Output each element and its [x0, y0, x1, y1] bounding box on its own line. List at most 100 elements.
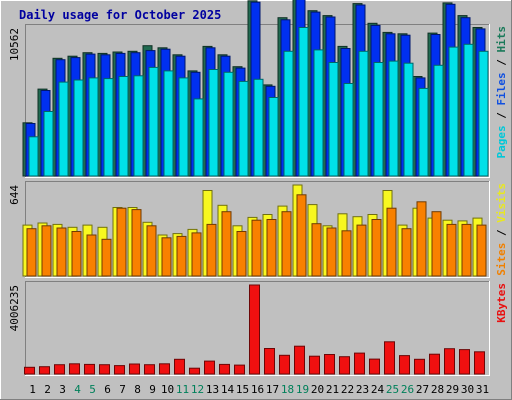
bar-kbytes-day-7: [114, 365, 125, 375]
x-tick-label-day-4: 4: [74, 383, 81, 396]
bar-sites-day-24: [371, 219, 382, 277]
x-tick-label-day-9: 9: [149, 383, 156, 396]
bar-pages-day-28: [433, 64, 444, 177]
x-tick-label-day-16: 16: [251, 383, 264, 396]
legend-entry-pages: Pages: [495, 125, 508, 158]
bar-kbytes-day-17: [264, 348, 275, 375]
bar-pages-day-20: [313, 49, 324, 177]
legend-separator: /: [495, 223, 508, 243]
x-tick-label-day-13: 13: [206, 383, 219, 396]
legend-entry-sites: Sites: [495, 243, 508, 276]
bar-sites-day-14: [221, 211, 232, 277]
x-tick-label-day-17: 17: [266, 383, 279, 396]
x-tick-label-day-10: 10: [161, 383, 174, 396]
bar-sites-day-16: [251, 219, 262, 277]
bar-sites-day-20: [311, 223, 322, 277]
bar-pages-day-18: [283, 50, 294, 177]
series-kbytes: [24, 284, 485, 375]
legend-entry-hits: Hits: [495, 26, 508, 53]
x-tick-label-day-3: 3: [59, 383, 66, 396]
x-tick-label-day-7: 7: [119, 383, 126, 396]
x-tick-label-day-6: 6: [104, 383, 111, 396]
panel-legend: Sites / Visits: [495, 183, 508, 276]
chart-title: Daily usage for October 2025: [19, 8, 221, 22]
bar-sites-day-29: [446, 223, 457, 277]
panel-max-label: 4006235: [8, 285, 21, 331]
panel-max-label: 644: [8, 185, 21, 205]
bar-pages-day-12: [193, 98, 204, 177]
x-tick-label-day-8: 8: [134, 383, 141, 396]
bar-sites-day-25: [386, 207, 397, 277]
bar-pages-day-5: [88, 77, 99, 177]
legend-entry-visits: Visits: [495, 183, 508, 223]
bar-pages-day-7: [118, 76, 129, 177]
panel-legend: KBytes: [495, 283, 508, 323]
x-tick-label-day-14: 14: [221, 383, 235, 396]
bar-sites-day-8: [131, 209, 142, 277]
bar-sites-day-19: [296, 194, 307, 277]
bar-sites-day-18: [281, 211, 292, 277]
legend-separator: /: [495, 106, 508, 126]
bar-kbytes-day-30: [459, 349, 470, 375]
x-tick-label-day-1: 1: [29, 383, 36, 396]
bar-sites-day-9: [146, 225, 157, 277]
bar-pages-day-6: [103, 78, 114, 177]
bar-sites-day-11: [176, 235, 187, 277]
bar-sites-day-17: [266, 219, 277, 277]
bar-kbytes-day-20: [309, 355, 320, 375]
bar-kbytes-day-27: [414, 358, 425, 375]
bar-kbytes-day-31: [474, 351, 485, 375]
legend-entry-kbytes: KBytes: [495, 283, 508, 323]
bar-pages-day-16: [253, 78, 264, 177]
bar-pages-day-29: [448, 46, 459, 177]
bar-sites-day-23: [356, 224, 367, 277]
x-tick-label-day-30: 30: [461, 383, 474, 396]
bar-sites-day-21: [326, 227, 337, 277]
bar-pages-day-2: [43, 111, 54, 177]
x-tick-label-day-26: 26: [401, 383, 414, 396]
bar-sites-day-6: [101, 238, 112, 277]
bar-pages-day-9: [148, 66, 159, 177]
bar-pages-day-24: [373, 62, 384, 177]
bar-kbytes-day-21: [324, 354, 335, 375]
bar-sites-day-7: [116, 207, 127, 277]
bar-kbytes-day-23: [354, 352, 365, 375]
panel-legend: Pages / Files / Hits: [495, 26, 508, 159]
bar-sites-day-22: [341, 230, 352, 277]
bar-kbytes-day-10: [159, 363, 170, 375]
bar-pages-day-27: [418, 87, 429, 177]
bar-pages-day-11: [178, 77, 189, 177]
bar-kbytes-day-9: [144, 364, 155, 375]
bar-pages-day-26: [403, 62, 414, 177]
x-tick-label-day-27: 27: [416, 383, 429, 396]
bar-kbytes-day-29: [444, 348, 455, 375]
x-tick-label-day-2: 2: [44, 383, 51, 396]
bar-kbytes-day-12: [189, 367, 200, 375]
bar-pages-day-8: [133, 75, 144, 177]
bar-pages-day-13: [208, 69, 219, 177]
bar-pages-day-17: [268, 97, 279, 177]
bar-kbytes-day-1: [24, 366, 35, 375]
bar-sites-day-30: [461, 223, 472, 277]
bar-sites-day-2: [41, 225, 52, 277]
bar-sites-day-5: [86, 234, 97, 277]
bar-pages-day-19: [298, 27, 309, 177]
x-tick-label-day-23: 23: [356, 383, 369, 396]
bar-pages-day-15: [238, 80, 249, 177]
series-sites: [26, 194, 487, 277]
bar-kbytes-day-8: [129, 363, 140, 375]
bar-kbytes-day-4: [69, 363, 80, 375]
bar-sites-day-12: [191, 232, 202, 277]
panel-max-label: 10562: [8, 28, 21, 61]
x-tick-label-day-20: 20: [311, 383, 324, 396]
bar-pages-day-22: [343, 83, 354, 177]
x-tick-label-day-24: 24: [371, 383, 385, 396]
bar-pages-day-10: [163, 70, 174, 177]
bar-kbytes-day-2: [39, 366, 50, 375]
bar-sites-day-27: [416, 201, 427, 277]
bar-kbytes-day-14: [219, 363, 230, 375]
x-tick-label-day-19: 19: [296, 383, 309, 396]
bar-pages-day-14: [223, 71, 234, 177]
bar-kbytes-day-26: [399, 355, 410, 375]
